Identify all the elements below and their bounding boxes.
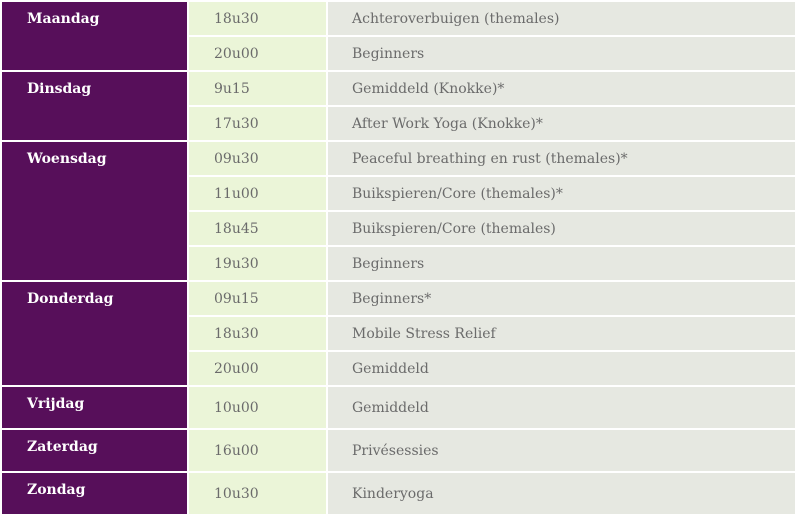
time-cell: 18u30 xyxy=(187,315,328,352)
table-row: 18u30 Mobile Stress Relief xyxy=(1,315,795,352)
day-cell-zaterdag: Zaterdag xyxy=(0,428,189,473)
table-row: Maandag 18u30 Achteroverbuigen (themales… xyxy=(0,0,795,72)
table-row: Woensdag 09u30 Peaceful breathing en rus… xyxy=(0,140,795,282)
table-row: 19u30 Beginners xyxy=(1,245,795,282)
table-row: Zaterdag 16u00 Privésessies xyxy=(0,428,795,473)
time-cell: 18u30 xyxy=(187,0,328,37)
time-cell: 10u00 xyxy=(187,385,328,430)
class-cell: Beginners xyxy=(326,35,795,72)
class-cell: Beginners* xyxy=(326,280,795,317)
class-cell: Achteroverbuigen (themales) xyxy=(326,0,795,37)
class-cell: Gemiddeld (Knokke)* xyxy=(326,70,795,107)
time-cell: 18u45 xyxy=(187,210,328,247)
day-cell-vrijdag: Vrijdag xyxy=(0,385,189,430)
table-row: 20u00 Gemiddeld xyxy=(1,350,795,387)
table-row: 11u00 Buikspieren/Core (themales)* xyxy=(1,175,795,212)
time-cell: 10u30 xyxy=(187,471,328,516)
class-cell: Gemiddeld xyxy=(326,350,795,387)
table-row: 18u45 Buikspieren/Core (themales) xyxy=(1,210,795,247)
day-cell-maandag: Maandag xyxy=(0,0,189,72)
class-cell: Beginners xyxy=(326,245,795,282)
time-cell: 17u30 xyxy=(187,105,328,142)
time-cell: 20u00 xyxy=(187,35,328,72)
table-row: Vrijdag 10u00 Gemiddeld xyxy=(0,385,795,430)
time-cell: 19u30 xyxy=(187,245,328,282)
time-cell: 09u30 xyxy=(187,140,328,177)
day-cell-dinsdag: Dinsdag xyxy=(0,70,189,142)
time-cell: 9u15 xyxy=(187,70,328,107)
class-cell: Privésessies xyxy=(326,428,795,473)
class-cell: Buikspieren/Core (themales) xyxy=(326,210,795,247)
day-cell-woensdag: Woensdag xyxy=(0,140,189,282)
time-cell: 20u00 xyxy=(187,350,328,387)
day-cell-zondag: Zondag xyxy=(0,471,189,516)
class-cell: Gemiddeld xyxy=(326,385,795,430)
table-row: Donderdag 09u15 Beginners* xyxy=(0,280,795,387)
table-row: Zondag 10u30 Kinderyoga xyxy=(0,471,795,516)
day-cell-donderdag: Donderdag xyxy=(0,280,189,387)
class-cell: Peaceful breathing en rust (themales)* xyxy=(326,140,795,177)
class-cell: Buikspieren/Core (themales)* xyxy=(326,175,795,212)
class-cell: Mobile Stress Relief xyxy=(326,315,795,352)
class-cell: After Work Yoga (Knokke)* xyxy=(326,105,795,142)
time-cell: 09u15 xyxy=(187,280,328,317)
time-cell: 11u00 xyxy=(187,175,328,212)
time-cell: 16u00 xyxy=(187,428,328,473)
class-cell: Kinderyoga xyxy=(326,471,795,516)
table-row: 17u30 After Work Yoga (Knokke)* xyxy=(1,105,795,142)
table-row: Dinsdag 9u15 Gemiddeld (Knokke)* xyxy=(0,70,795,142)
